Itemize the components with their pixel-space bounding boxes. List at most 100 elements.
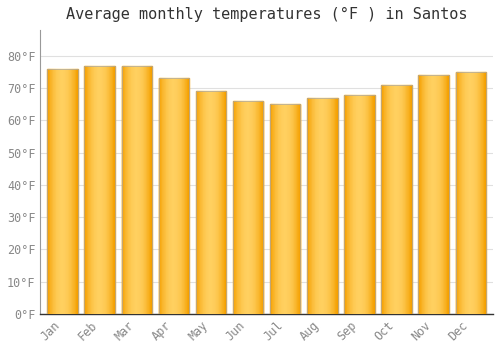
Bar xyxy=(165,78,166,314)
Bar xyxy=(49,69,50,314)
Bar xyxy=(95,65,96,314)
Bar xyxy=(382,85,412,314)
Bar xyxy=(212,91,214,314)
Bar xyxy=(274,104,276,314)
Bar xyxy=(255,101,256,314)
Bar xyxy=(124,65,126,314)
Bar xyxy=(217,91,218,314)
Bar xyxy=(56,69,57,314)
Bar xyxy=(482,72,483,314)
Bar xyxy=(394,85,395,314)
Bar xyxy=(204,91,205,314)
Bar xyxy=(250,101,251,314)
Bar xyxy=(405,85,406,314)
Bar xyxy=(112,65,114,314)
Bar xyxy=(244,101,245,314)
Bar xyxy=(149,65,150,314)
Bar xyxy=(207,91,208,314)
Bar xyxy=(140,65,141,314)
Bar xyxy=(391,85,392,314)
Bar xyxy=(466,72,467,314)
Bar xyxy=(411,85,412,314)
Bar xyxy=(55,69,56,314)
Bar xyxy=(351,94,352,314)
Bar xyxy=(390,85,391,314)
Bar xyxy=(62,69,64,314)
Bar xyxy=(408,85,410,314)
Bar xyxy=(312,98,313,314)
Bar xyxy=(279,104,280,314)
Bar xyxy=(285,104,286,314)
Bar xyxy=(260,101,261,314)
Bar xyxy=(299,104,300,314)
Bar xyxy=(122,65,123,314)
Bar xyxy=(456,72,457,314)
Bar xyxy=(418,75,449,314)
Bar xyxy=(472,72,473,314)
Bar xyxy=(111,65,112,314)
Bar xyxy=(110,65,111,314)
Bar xyxy=(365,94,366,314)
Bar xyxy=(395,85,396,314)
Bar xyxy=(385,85,386,314)
Bar xyxy=(246,101,248,314)
Bar xyxy=(86,65,88,314)
Bar xyxy=(427,75,428,314)
Bar xyxy=(114,65,115,314)
Bar xyxy=(311,98,312,314)
Bar xyxy=(129,65,130,314)
Bar xyxy=(222,91,223,314)
Bar xyxy=(126,65,127,314)
Bar xyxy=(71,69,72,314)
Bar xyxy=(436,75,438,314)
Bar xyxy=(473,72,474,314)
Bar xyxy=(270,104,271,314)
Bar xyxy=(183,78,184,314)
Bar xyxy=(108,65,109,314)
Bar xyxy=(485,72,486,314)
Bar xyxy=(215,91,216,314)
Bar xyxy=(61,69,62,314)
Bar xyxy=(284,104,285,314)
Bar xyxy=(280,104,281,314)
Bar xyxy=(261,101,262,314)
Bar xyxy=(407,85,408,314)
Bar xyxy=(96,65,98,314)
Bar xyxy=(52,69,54,314)
Bar xyxy=(292,104,293,314)
Bar xyxy=(245,101,246,314)
Bar xyxy=(443,75,444,314)
Bar xyxy=(368,94,370,314)
Bar xyxy=(196,91,226,314)
Bar xyxy=(320,98,321,314)
Bar xyxy=(474,72,476,314)
Bar xyxy=(139,65,140,314)
Bar xyxy=(468,72,469,314)
Bar xyxy=(144,65,145,314)
Bar xyxy=(158,78,189,314)
Bar xyxy=(330,98,332,314)
Bar xyxy=(334,98,336,314)
Bar xyxy=(406,85,407,314)
Bar xyxy=(123,65,124,314)
Bar xyxy=(272,104,273,314)
Bar xyxy=(65,69,66,314)
Bar xyxy=(89,65,90,314)
Bar xyxy=(430,75,432,314)
Bar xyxy=(271,104,272,314)
Bar xyxy=(220,91,221,314)
Bar xyxy=(323,98,324,314)
Bar xyxy=(308,98,310,314)
Bar xyxy=(211,91,212,314)
Bar xyxy=(216,91,217,314)
Bar xyxy=(361,94,362,314)
Bar xyxy=(432,75,433,314)
Bar xyxy=(434,75,435,314)
Bar xyxy=(105,65,106,314)
Bar xyxy=(282,104,283,314)
Bar xyxy=(174,78,176,314)
Bar xyxy=(182,78,183,314)
Bar xyxy=(218,91,220,314)
Bar xyxy=(367,94,368,314)
Bar xyxy=(254,101,255,314)
